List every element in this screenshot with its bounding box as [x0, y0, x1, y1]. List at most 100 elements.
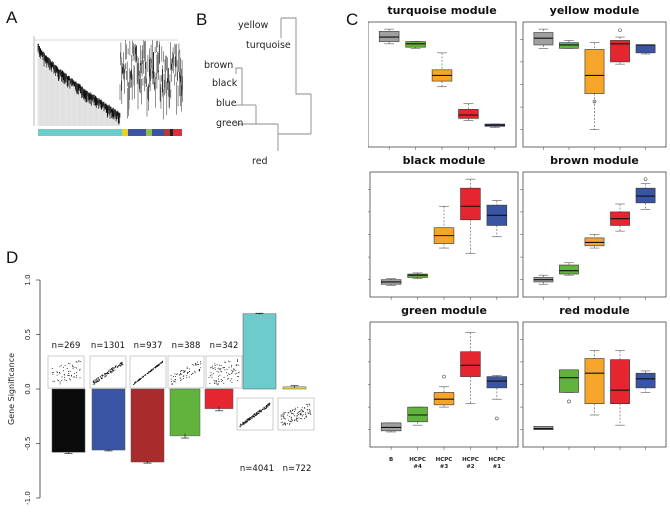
module-count-label: n=937: [134, 341, 163, 351]
boxplot-title: brown module: [550, 154, 639, 167]
gene-dendrogram-branches: [34, 39, 183, 126]
module-scatter-inset: [47, 355, 85, 389]
box-b: [380, 422, 402, 432]
group-label: #4: [413, 464, 422, 470]
group-label: #1: [493, 464, 502, 470]
y-tick-label: -1.0: [24, 491, 32, 505]
group-label: #2: [466, 464, 475, 470]
dendrogram-label-green: green: [216, 118, 243, 129]
boxplot-title: red module: [559, 304, 630, 317]
box-hcpc3: [584, 237, 605, 247]
bar-red: [204, 388, 234, 409]
box-hcpc1: [635, 372, 656, 389]
box-b: [378, 31, 400, 42]
boxplot-black-module: black module: [368, 154, 519, 300]
module-count-label: n=342: [210, 341, 239, 351]
box-hcpc4: [559, 42, 579, 49]
dendrogram-label-black: black: [212, 78, 238, 89]
boxplot-title: black module: [403, 154, 486, 167]
dendrogram-label-brown: brown: [204, 60, 233, 71]
boxplot-title: green module: [401, 304, 487, 317]
module-count-label: n=1301: [91, 341, 125, 351]
boxplot-title: yellow module: [550, 4, 640, 17]
bar-turquoise: [242, 313, 277, 390]
outlier-point: [618, 28, 622, 33]
module-colorbar: [38, 129, 182, 136]
colorbar-segment: [38, 129, 108, 136]
box-hcpc2: [460, 187, 481, 221]
panel-label-c: C: [346, 10, 359, 29]
module-count-label: n=722: [283, 464, 312, 474]
boxplot-yellow-module: yellow module: [520, 4, 667, 150]
module-dendrogram-branches: [235, 17, 312, 151]
y-tick-label: 0.5: [24, 329, 32, 340]
box-hcpc4: [559, 369, 579, 393]
colorbar-segment: [108, 129, 112, 136]
gene-significance-chart: 1.0 0.5 0.0 -0.5 -1.0 Gene Significance n=269 n…: [7, 274, 315, 505]
colorbar-segment: [170, 129, 173, 136]
colorbar-segment: [146, 129, 152, 136]
module-count-label: n=4041: [240, 464, 274, 474]
box-hcpc3: [584, 49, 605, 94]
module-scatter-inset: [167, 355, 205, 389]
group-label: B: [389, 457, 393, 463]
dendrogram-label-red: red: [252, 156, 268, 167]
box-hcpc4: [407, 406, 428, 423]
bar-blue: [91, 388, 126, 451]
boxplot-red-module: red module: [520, 304, 667, 450]
outlier-point: [592, 99, 597, 104]
box-hcpc1: [635, 187, 656, 204]
bar-black: [51, 388, 86, 453]
outlier-point: [567, 399, 571, 404]
y-tick-label: -0.5: [24, 437, 32, 451]
colorbar-segment: [112, 129, 122, 136]
box-hcpc2: [610, 359, 630, 405]
colorbar-segment: [128, 129, 146, 136]
module-count-label: n=388: [172, 341, 201, 351]
gene-dendrogram-panel: [33, 36, 183, 136]
box-hcpc4: [405, 41, 426, 48]
colorbar-segment: [164, 129, 170, 136]
box-hcpc2: [610, 40, 630, 63]
box-hcpc1: [635, 44, 656, 54]
panel-label-a: A: [6, 8, 18, 27]
module-scatter-inset: [277, 397, 315, 431]
bar-brown: [130, 388, 165, 463]
group-label: #3: [440, 464, 449, 470]
y-axis-label: Gene Significance: [7, 353, 16, 425]
outlier-point: [643, 177, 648, 181]
y-tick-label: 1.0: [24, 274, 32, 285]
group-label: HCPC: [488, 457, 505, 463]
group-label: HCPC: [409, 457, 426, 463]
box-b: [533, 32, 554, 46]
colorbar-segment: [152, 129, 164, 136]
colorbar-segment: [173, 129, 182, 136]
dendrogram-label-blue: blue: [216, 98, 237, 109]
panel-label-d: D: [6, 248, 19, 267]
box-hcpc2: [460, 351, 481, 377]
outlier-point: [442, 374, 446, 379]
dendrogram-label-yellow: yellow: [238, 20, 269, 31]
module-scatter-inset: [205, 355, 243, 389]
box-hcpc4: [559, 264, 579, 275]
module-scatter-inset: [129, 355, 167, 389]
y-tick-label: 0.0: [24, 383, 32, 394]
boxplot-brown-module: brown module: [520, 154, 667, 300]
boxplot-title: turquoise module: [387, 4, 496, 17]
dendrogram-label-turquoise: turquoise: [246, 40, 291, 51]
box-hcpc3: [584, 358, 605, 405]
box-hcpc3: [433, 392, 455, 406]
group-label: HCPC: [436, 457, 453, 463]
bar-green: [169, 388, 201, 437]
outlier-point: [495, 416, 499, 421]
module-dendrogram-panel: yellow turquoise brown black blue green red: [204, 17, 312, 167]
box-b: [533, 426, 554, 430]
boxplot-turquoise-module: turquoise module: [368, 4, 517, 150]
module-scatter-inset: [236, 397, 274, 431]
box-hcpc2: [458, 109, 479, 119]
box-hcpc1: [486, 376, 508, 389]
module-scatter-inset: [89, 355, 127, 389]
group-label: HCPC: [462, 457, 479, 463]
